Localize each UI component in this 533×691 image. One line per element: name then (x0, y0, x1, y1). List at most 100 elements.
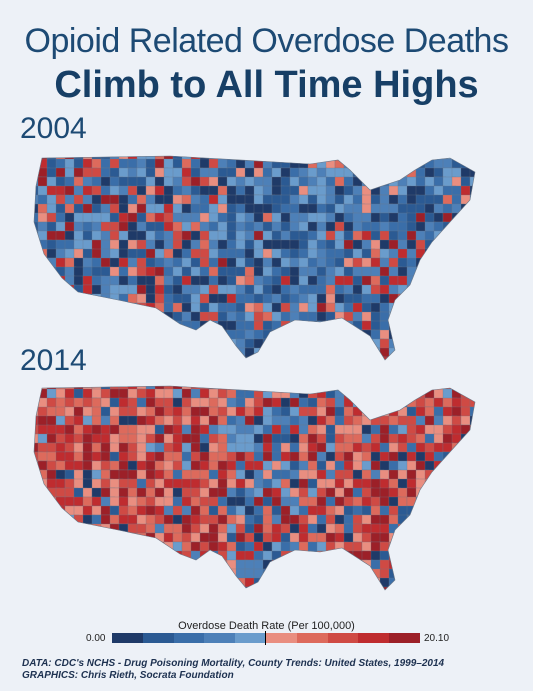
county-cell (397, 293, 412, 308)
county-cell (469, 230, 475, 243)
county-cell (424, 356, 436, 360)
county-cell (316, 397, 327, 409)
county-cell (424, 532, 437, 547)
county-cell (316, 386, 327, 393)
county-cell (20, 497, 33, 509)
county-cell (451, 248, 467, 259)
county-cell (352, 158, 365, 171)
county-cell (34, 194, 39, 206)
county-cell (253, 293, 265, 305)
county-cell (55, 478, 66, 490)
county-cell (34, 194, 35, 207)
county-cell (190, 338, 205, 352)
county-cell (289, 550, 302, 562)
county-cell (136, 541, 152, 553)
county-cell (82, 415, 94, 426)
county-cell (352, 356, 364, 360)
county-cell (37, 532, 52, 544)
county-cell (443, 596, 452, 600)
county-cell (335, 366, 349, 370)
county-cell (235, 386, 247, 391)
county-cell (479, 321, 480, 331)
county-cell (451, 356, 462, 360)
county-cell (353, 366, 364, 370)
county-cell (452, 596, 466, 600)
county-cell (199, 577, 212, 590)
county-cell (451, 257, 463, 272)
county-cell (479, 425, 480, 436)
county-cell (433, 212, 444, 223)
county-cell (217, 568, 232, 581)
county-cell (361, 156, 376, 164)
county-cell (280, 550, 295, 563)
county-cell (289, 156, 301, 164)
county-cell (199, 568, 212, 580)
county-cell (406, 586, 422, 590)
county-cell (451, 523, 465, 538)
county-cell (34, 386, 35, 393)
county-cell (100, 302, 115, 317)
county-cell (145, 329, 158, 340)
county-cell (343, 586, 357, 590)
county-cell (34, 275, 44, 289)
county-cell (118, 347, 129, 360)
county-cell (64, 586, 76, 590)
county-cell (208, 338, 220, 349)
county-cell (316, 577, 329, 590)
county-cell (316, 194, 327, 206)
county-cell (334, 347, 349, 359)
county-cell (398, 596, 408, 600)
county-cell (406, 293, 418, 307)
county-cell (326, 366, 336, 370)
county-cell (451, 541, 464, 552)
county-cell (73, 194, 84, 206)
legend-color-scale (112, 633, 420, 643)
county-cell (34, 586, 40, 590)
county-cell (253, 156, 265, 161)
county-cell (20, 425, 31, 436)
county-cell (119, 366, 132, 370)
county-cell (127, 568, 138, 582)
legend-swatch (173, 633, 205, 643)
county-cell (163, 514, 175, 525)
county-cell (20, 240, 32, 251)
county-cell (407, 366, 419, 370)
county-cell (208, 329, 222, 342)
county-cell (289, 386, 302, 390)
county-cell (91, 356, 102, 360)
county-cell (433, 320, 449, 334)
county-cell (289, 329, 300, 344)
county-cell (479, 222, 480, 234)
county-cell (424, 266, 436, 278)
county-cell (91, 329, 105, 340)
county-cell (73, 559, 84, 574)
county-cell (415, 487, 429, 501)
county-cell (397, 568, 413, 582)
county-cell (442, 577, 453, 590)
county-cell (433, 577, 444, 590)
county-cell (226, 347, 239, 360)
county-cell (469, 176, 475, 191)
county-cell (128, 366, 139, 370)
county-cell (388, 156, 403, 163)
legend-swatch (142, 633, 174, 643)
county-cell (271, 356, 286, 360)
county-cell (470, 366, 480, 370)
county-cell (20, 186, 33, 199)
county-cell (469, 386, 475, 393)
county-cell (244, 212, 255, 223)
county-cell (307, 212, 319, 224)
county-cell (343, 347, 358, 360)
county-cell (34, 388, 41, 401)
county-cell (307, 347, 319, 360)
county-cell (433, 568, 446, 581)
county-cell (397, 523, 411, 538)
credit-graphics: GRAPHICS: Chris Rieth, Socrata Foundatio… (22, 670, 234, 681)
county-cell (433, 311, 447, 324)
county-cell (415, 550, 427, 562)
county-cell (101, 596, 110, 600)
legend-title: Overdose Death Rate (Per 100,000) (178, 620, 355, 632)
county-cell (127, 302, 138, 315)
county-cell (334, 550, 348, 564)
county-cell (190, 266, 202, 277)
